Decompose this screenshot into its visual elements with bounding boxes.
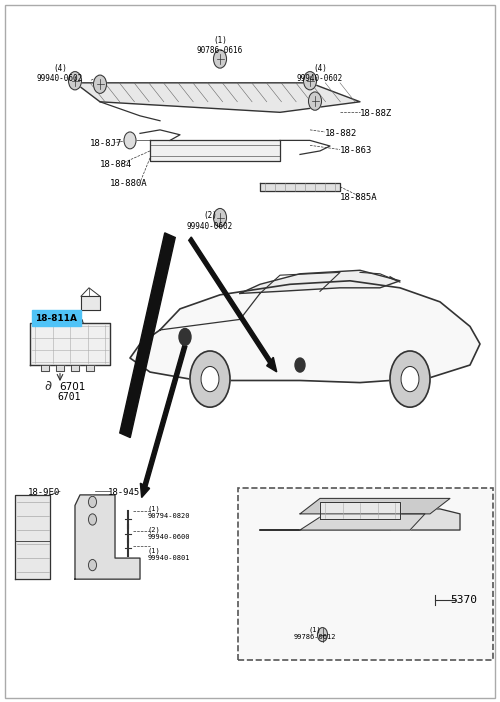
Text: 18-8J7: 18-8J7 — [90, 140, 122, 148]
Text: (4)
99940-0602: (4) 99940-0602 — [297, 64, 343, 84]
Circle shape — [295, 358, 305, 372]
Text: (1)
99786-0612: (1) 99786-0612 — [294, 626, 336, 640]
FancyArrow shape — [188, 237, 276, 372]
Circle shape — [124, 132, 136, 149]
Polygon shape — [260, 183, 340, 191]
Circle shape — [88, 514, 96, 525]
Text: (1)
90786-0616: (1) 90786-0616 — [197, 36, 243, 55]
Polygon shape — [300, 514, 425, 530]
Circle shape — [190, 351, 230, 407]
Text: 18-884: 18-884 — [100, 161, 132, 169]
FancyArrow shape — [140, 345, 187, 498]
Polygon shape — [300, 498, 450, 514]
Circle shape — [68, 72, 82, 90]
Circle shape — [201, 366, 219, 392]
Text: 18-885A: 18-885A — [340, 194, 378, 202]
Polygon shape — [75, 495, 140, 579]
FancyBboxPatch shape — [32, 310, 81, 326]
Circle shape — [390, 351, 430, 407]
Polygon shape — [30, 323, 110, 365]
Polygon shape — [260, 509, 460, 530]
Text: (1)
99940-0801: (1) 99940-0801 — [148, 548, 190, 562]
Text: 18-863: 18-863 — [340, 147, 372, 155]
Polygon shape — [56, 365, 64, 371]
Text: 18-882: 18-882 — [325, 129, 357, 138]
Circle shape — [304, 72, 316, 90]
Circle shape — [214, 208, 226, 227]
Polygon shape — [150, 140, 280, 161]
Text: 5370: 5370 — [450, 595, 477, 605]
Text: ∂: ∂ — [44, 378, 51, 392]
Polygon shape — [71, 365, 79, 371]
Text: (2)
99940-0602: (2) 99940-0602 — [187, 211, 233, 231]
Text: 6701: 6701 — [59, 382, 86, 392]
Text: (1)
90794-0820: (1) 90794-0820 — [148, 505, 190, 519]
Circle shape — [214, 50, 226, 68]
Circle shape — [88, 559, 96, 571]
Polygon shape — [15, 495, 50, 579]
Circle shape — [401, 366, 419, 392]
FancyBboxPatch shape — [238, 488, 492, 660]
Text: 18-88Z: 18-88Z — [360, 110, 392, 118]
Text: 18-880A: 18-880A — [110, 180, 148, 188]
Polygon shape — [320, 502, 400, 519]
Text: 18-9E0: 18-9E0 — [28, 489, 60, 497]
Circle shape — [94, 75, 106, 93]
Text: (2)
99940-0600: (2) 99940-0600 — [148, 526, 190, 541]
Circle shape — [318, 628, 328, 642]
Polygon shape — [86, 365, 94, 371]
Polygon shape — [41, 365, 49, 371]
Text: 6701: 6701 — [58, 392, 81, 402]
FancyArrow shape — [120, 233, 175, 437]
Polygon shape — [240, 270, 400, 293]
Circle shape — [308, 92, 322, 110]
Text: 18-945: 18-945 — [108, 489, 140, 497]
Polygon shape — [130, 281, 480, 383]
Text: 18-811A: 18-811A — [35, 314, 77, 322]
Circle shape — [88, 496, 96, 508]
Text: (4)
99940-0602: (4) 99940-0602 — [37, 64, 83, 84]
Polygon shape — [81, 296, 100, 310]
Circle shape — [179, 329, 191, 345]
Polygon shape — [75, 83, 360, 112]
